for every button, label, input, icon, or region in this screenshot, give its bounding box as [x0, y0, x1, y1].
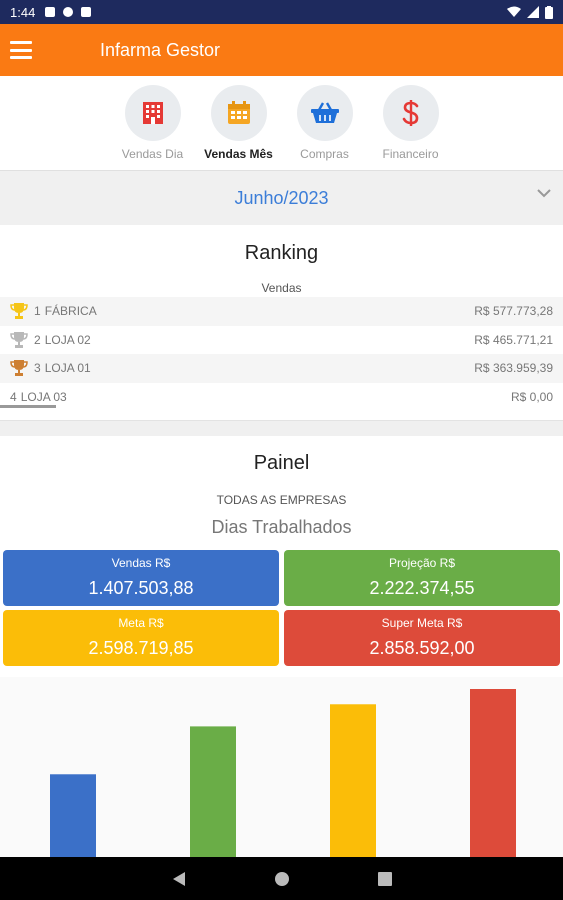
chart-bar-2 [190, 726, 236, 857]
app-bar: Infarma Gestor [0, 24, 563, 76]
ranking-position: 3 [34, 361, 41, 376]
painel-subtitle: Dias Trabalhados [211, 517, 352, 537]
ranking-store-name: LOJA 01 [44, 361, 91, 376]
card-value: 2.222.374,55 [369, 578, 475, 598]
tab-financeiro[interactable]: Financeiro [368, 76, 454, 170]
ranking-store-name: FÁBRICA [44, 304, 97, 319]
tab-vendas-mes[interactable]: Vendas Mês [196, 76, 282, 170]
menu-icon[interactable] [10, 41, 32, 59]
ranking-position: 2 [34, 332, 41, 347]
chart-bar-1 [50, 774, 96, 857]
painel-bar-chart [0, 677, 563, 857]
month-selector[interactable]: Junho/2023 [0, 170, 563, 225]
tab-compras[interactable]: Compras [282, 76, 368, 170]
card-label: Super Meta R$ [381, 616, 463, 630]
status-time: 1:44 [10, 4, 36, 20]
basket-icon [310, 102, 339, 123]
vendas-card: Vendas R$ 1.407.503,88 [3, 550, 279, 606]
battery-icon [545, 5, 553, 19]
app-notification-icon [63, 7, 74, 17]
sd-card-icon [81, 7, 92, 17]
notification-icon [45, 7, 56, 17]
painel-title: Painel [253, 452, 310, 474]
status-bar: 1:44 [0, 0, 563, 24]
card-value: 2.858.592,00 [369, 638, 475, 658]
ranking-subtitle: Vendas [261, 281, 302, 295]
ranking-store-name: LOJA 03 [20, 389, 67, 404]
wifi-icon [507, 6, 521, 17]
card-label: Meta R$ [118, 616, 164, 630]
calendar-icon [227, 101, 250, 124]
tab-label: Vendas Dia [121, 147, 184, 161]
section-divider [0, 420, 563, 436]
system-nav-bar [0, 857, 563, 900]
back-icon[interactable] [172, 871, 186, 887]
ranking-row[interactable]: 1 FÁBRICA R$ 577.773,28 [0, 297, 563, 326]
gold-trophy-icon [10, 303, 28, 320]
bronze-trophy-icon [10, 360, 28, 377]
super-meta-card: Super Meta R$ 2.858.592,00 [284, 610, 560, 666]
ranking-position: 1 [34, 304, 41, 319]
chart-bar-3 [330, 704, 376, 857]
tab-label: Compras [300, 147, 349, 161]
building-icon [142, 102, 163, 124]
tab-label: Vendas Mês [204, 147, 273, 161]
tab-vendas-dia[interactable]: Vendas Dia [110, 76, 196, 170]
ranking-list: 1 FÁBRICA R$ 577.773,28 2 LOJA 02 R$ 465… [0, 297, 563, 411]
ranking-row[interactable]: 2 LOJA 02 R$ 465.771,21 [0, 326, 563, 355]
ranking-value: R$ 363.959,39 [474, 361, 553, 376]
card-value: 2.598.719,85 [88, 638, 194, 658]
ranking-value: R$ 577.773,28 [474, 304, 553, 319]
painel-scope: TODAS AS EMPRESAS [216, 493, 347, 507]
app-title: Infarma Gestor [100, 39, 221, 60]
tab-label: Financeiro [382, 147, 439, 161]
card-value: 1.407.503,88 [88, 578, 194, 598]
meta-card: Meta R$ 2.598.719,85 [3, 610, 279, 666]
home-icon[interactable] [274, 871, 290, 887]
month-value: Junho/2023 [234, 187, 329, 208]
recents-icon[interactable] [377, 871, 392, 886]
ranking-value: R$ 465.771,21 [474, 332, 553, 347]
signal-icon [527, 6, 539, 18]
ranking-row[interactable]: 4 LOJA 03 R$ 0,00 [0, 383, 563, 412]
card-label: Vendas R$ [111, 556, 171, 570]
ranking-store-name: LOJA 02 [44, 332, 91, 347]
ranking-value: R$ 0,00 [510, 389, 553, 404]
scroll-indicator [0, 405, 56, 408]
dollar-icon [402, 100, 418, 126]
ranking-position: 4 [10, 389, 17, 404]
bar-chart-svg [50, 689, 516, 857]
ranking-row[interactable]: 3 LOJA 01 R$ 363.959,39 [0, 354, 563, 383]
chevron-down-icon [537, 189, 551, 198]
section-tabs: Vendas Dia Vendas Mês Compras [0, 76, 563, 170]
silver-trophy-icon [10, 331, 28, 348]
projecao-card: Projeção R$ 2.222.374,55 [284, 550, 560, 606]
chart-bar-4 [470, 689, 516, 857]
card-label: Projeção R$ [388, 556, 456, 570]
ranking-title: Ranking [244, 242, 319, 264]
